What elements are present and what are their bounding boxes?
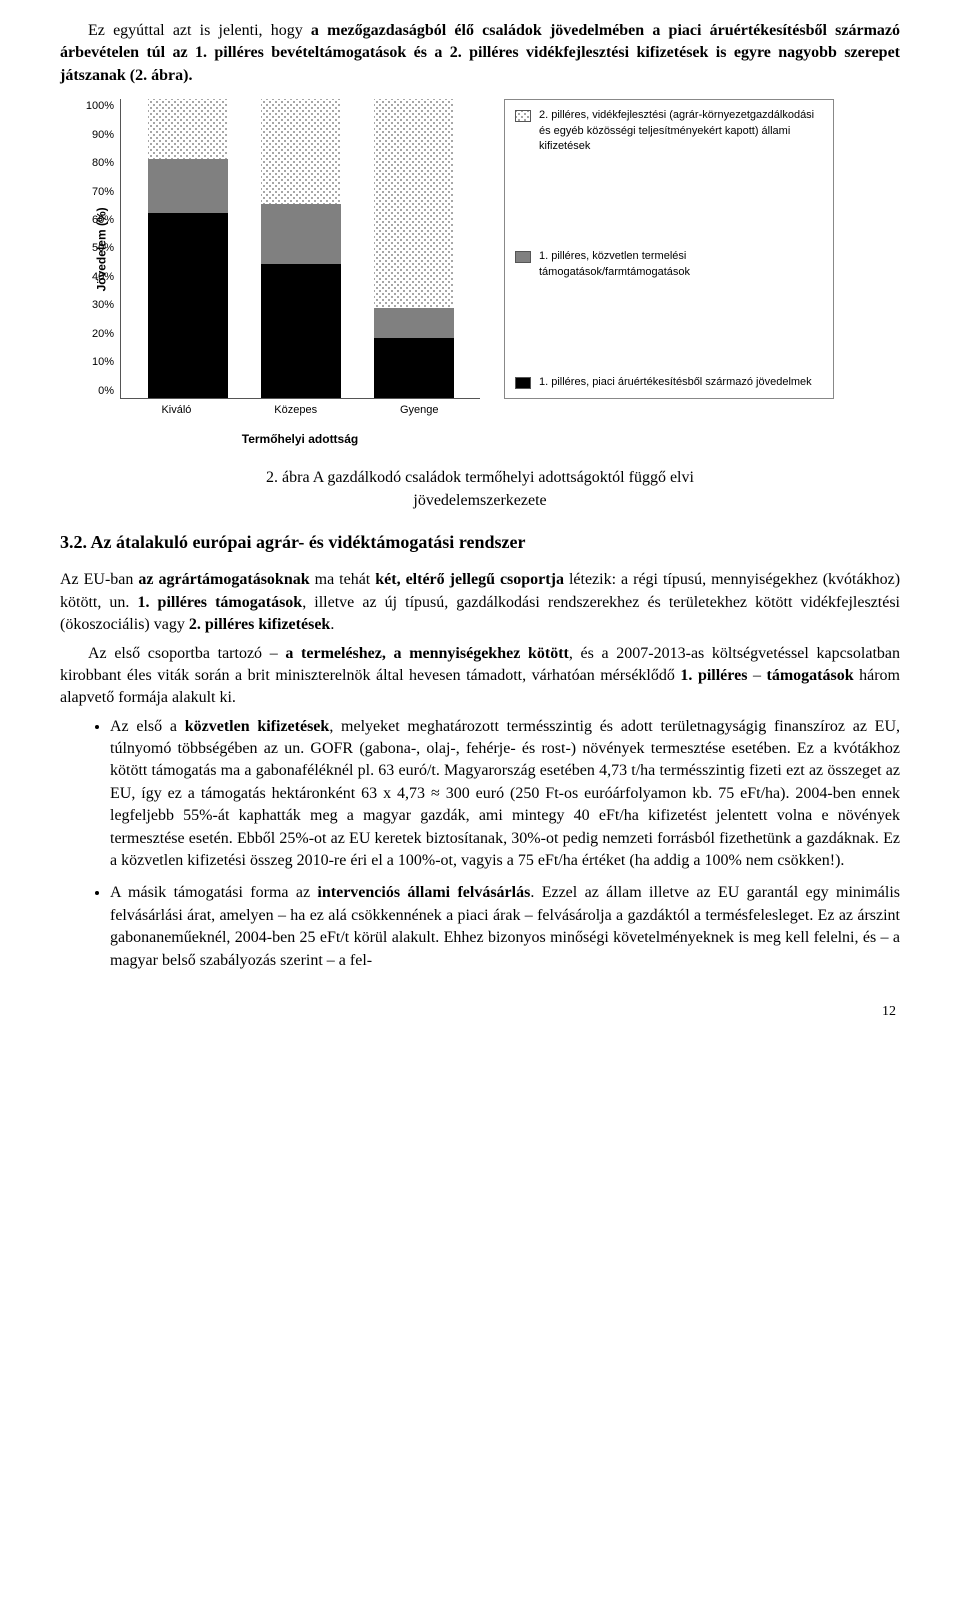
ytick: 100% <box>82 99 114 114</box>
y-axis-label-wrap: Jövedelem (%) <box>60 99 82 399</box>
seg-black <box>148 213 228 398</box>
intro-text-a: Ez egyúttal azt is jelenti, hogy <box>88 22 311 39</box>
figure-caption: 2. ábra A gazdálkodó családok termőhelyi… <box>60 467 900 512</box>
seg-gray <box>148 159 228 213</box>
legend-label: 1. pilléres, közvetlen termelési támogat… <box>539 249 823 280</box>
chart-legend: 2. pilléres, vidékfejlesztési (agrár-kör… <box>504 99 834 399</box>
seg-hatch <box>261 99 341 204</box>
seg-black <box>374 338 454 398</box>
seg-gray <box>261 204 341 264</box>
ytick: 0% <box>82 384 114 399</box>
legend-item-gray: 1. pilléres, közvetlen termelési támogat… <box>515 249 823 280</box>
body-p3: Az első csoportba tartozó – a termeléshe… <box>60 643 900 710</box>
ytick: 80% <box>82 156 114 171</box>
xtick: Kiváló <box>161 403 191 418</box>
intro-paragraph: Ez egyúttal azt is jelenti, hogy a mezőg… <box>60 20 900 87</box>
seg-hatch <box>374 99 454 308</box>
seg-gray <box>374 308 454 338</box>
bullet-2: A másik támogatási forma az intervenciós… <box>110 882 900 972</box>
ytick: 10% <box>82 355 114 370</box>
ytick: 70% <box>82 185 114 200</box>
ytick: 90% <box>82 128 114 143</box>
caption-line2: jövedelemszerkezete <box>60 490 900 512</box>
y-axis-label: Jövedelem (%) <box>94 207 111 291</box>
bullet-list: Az első a közvetlen kifizetések, melyeke… <box>60 716 900 972</box>
ytick: 30% <box>82 298 114 313</box>
caption-line1: 2. ábra A gazdálkodó családok termőhelyi… <box>60 467 900 489</box>
x-axis-label: Termőhelyi adottság <box>120 419 480 448</box>
seg-hatch <box>148 99 228 159</box>
body-p2: Az EU-ban az agrártámogatásoknak ma tehá… <box>60 569 900 636</box>
page-number: 12 <box>60 1002 900 1022</box>
section-heading: 3.2. Az átalakuló európai agrár- és vidé… <box>60 530 900 555</box>
bullet-1: Az első a közvetlen kifizetések, melyeke… <box>110 716 900 873</box>
bar-gyenge <box>374 99 454 398</box>
income-chart: Jövedelem (%) 100% 90% 80% 70% 60% 50% 4… <box>60 99 900 447</box>
legend-item-black: 1. pilléres, piaci áruértékesítésből szá… <box>515 375 823 390</box>
xtick: Gyenge <box>400 403 439 418</box>
x-axis-ticks: Kiváló Közepes Gyenge <box>120 399 480 418</box>
bar-kozepes <box>261 99 341 398</box>
legend-label: 2. pilléres, vidékfejlesztési (agrár-kör… <box>539 108 823 154</box>
seg-black <box>261 264 341 399</box>
ytick: 20% <box>82 327 114 342</box>
swatch-hatch-icon <box>515 110 531 122</box>
bar-kivalo <box>148 99 228 398</box>
swatch-black-icon <box>515 377 531 389</box>
legend-label: 1. pilléres, piaci áruértékesítésből szá… <box>539 375 812 390</box>
legend-item-hatch: 2. pilléres, vidékfejlesztési (agrár-kör… <box>515 108 823 154</box>
swatch-gray-icon <box>515 251 531 263</box>
xtick: Közepes <box>274 403 317 418</box>
plot-area <box>120 99 480 399</box>
